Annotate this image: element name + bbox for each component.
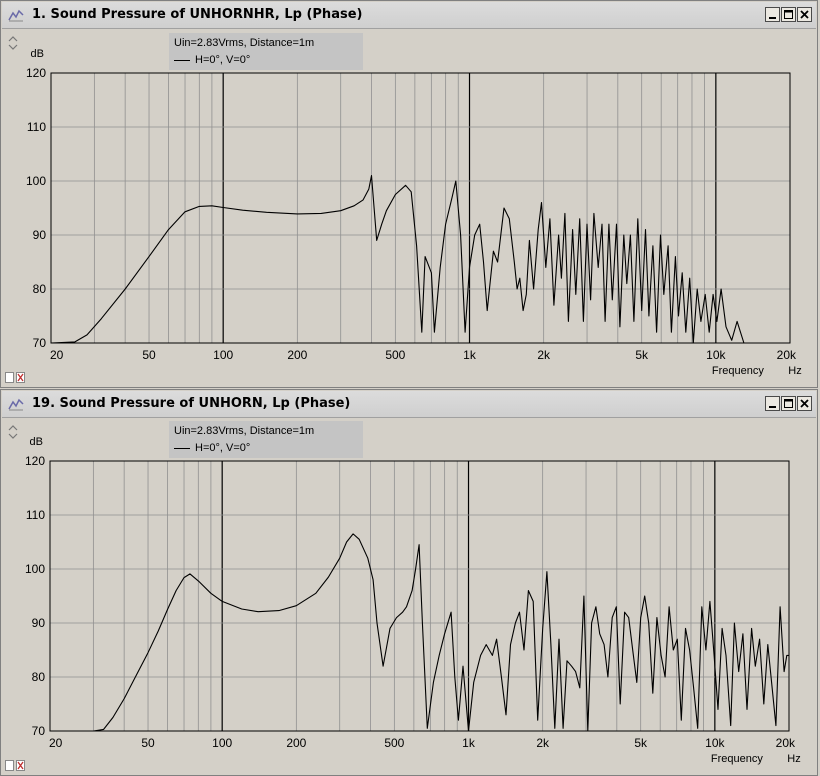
y-tick-label: 120 (26, 66, 46, 80)
chart-window-icon (8, 398, 24, 411)
x-tick-label: 20 (49, 736, 63, 750)
legend-conditions: Uin=2.83Vrms, Distance=1m (174, 37, 315, 49)
plot-area (51, 73, 790, 343)
x-axis-label: Frequency (711, 753, 763, 765)
y-tick-label: 110 (27, 120, 46, 134)
x-axis-label: Frequency (712, 365, 764, 377)
x-tick-label: 100 (213, 348, 233, 362)
plot-frame (49, 460, 790, 732)
y-tick-label: 90 (32, 616, 46, 630)
spl-chart-19[interactable]: 70 80 90 100 110 120 dB 20 50 100 200 500 1k 2k 5k 10k 2… (1, 418, 817, 768)
title-bar[interactable]: 1. Sound Pressure of UNHORNHR, Lp (Phase… (2, 2, 816, 29)
title-bar[interactable]: 19. Sound Pressure of UNHORN, Lp (Phase) (2, 391, 816, 418)
x-tick-label: 100 (212, 736, 232, 750)
minimize-button[interactable] (765, 7, 780, 22)
y-tick-label: 80 (33, 282, 47, 296)
x-tick-label: 500 (384, 736, 404, 750)
x-tick-label: 2k (536, 736, 550, 750)
minimize-button[interactable] (765, 396, 780, 411)
x-tick-label: 20k (777, 348, 797, 362)
legend-box: Uin=2.83Vrms, Distance=1m H=0°, V=0° (169, 33, 363, 70)
x-axis-unit: Hz (787, 753, 800, 765)
spl-curve (50, 533, 789, 732)
spl-curve (50, 175, 790, 344)
x-tick-label: 10k (705, 736, 725, 750)
chart-window-1[interactable]: 1. Sound Pressure of UNHORNHR, Lp (Phase… (0, 0, 818, 388)
corner-icons[interactable] (5, 372, 27, 384)
x-tick-label: 5k (634, 736, 648, 750)
window-title: 19. Sound Pressure of UNHORN, Lp (Phase) (32, 396, 351, 411)
maximize-icon (784, 399, 793, 408)
scroll-arrows-icon[interactable] (7, 424, 19, 440)
window-title: 1. Sound Pressure of UNHORNHR, Lp (Phase… (32, 7, 363, 22)
x-tick-label: 10k (706, 348, 726, 362)
x-tick-label: 200 (286, 736, 306, 750)
legend-line-swatch (174, 447, 190, 449)
x-tick-label: 50 (142, 348, 156, 362)
x-tick-label: 20k (776, 736, 796, 750)
legend-series-label: H=0°, V=0° (195, 442, 251, 454)
x-tick-label: 2k (537, 348, 551, 362)
spl-chart-1[interactable]: 70 80 90 100 110 120 dB 20 50 100 200 500 1k 2k 5k 10k 2… (1, 29, 817, 379)
minimize-icon (769, 17, 776, 19)
y-tick-label: 100 (26, 174, 46, 188)
y-tick-label: 70 (32, 724, 46, 738)
chart-window-19[interactable]: 19. Sound Pressure of UNHORN, Lp (Phase)… (0, 389, 818, 776)
maximize-icon (784, 10, 793, 19)
maximize-button[interactable] (781, 7, 796, 22)
close-icon (800, 399, 809, 408)
y-tick-label: 100 (25, 562, 45, 576)
y-tick-label: 110 (26, 508, 45, 522)
legend-series: H=0°, V=0° (174, 442, 250, 454)
x-tick-label: 50 (141, 736, 155, 750)
x-axis-unit: Hz (788, 365, 801, 377)
x-tick-label: 20 (50, 348, 64, 362)
legend-box: Uin=2.83Vrms, Distance=1m H=0°, V=0° (169, 421, 363, 458)
close-button[interactable] (797, 396, 812, 411)
legend-conditions: Uin=2.83Vrms, Distance=1m (174, 425, 315, 437)
legend-line-swatch (174, 59, 190, 61)
close-icon (800, 10, 809, 19)
y-axis-unit: dB (30, 436, 43, 448)
chart-window-icon (8, 9, 24, 22)
y-axis-unit: dB (31, 48, 44, 60)
corner-icons[interactable] (5, 760, 27, 772)
plot-frame (50, 72, 791, 344)
y-tick-label: 90 (33, 228, 47, 242)
x-tick-label: 1k (463, 348, 477, 362)
y-tick-label: 120 (25, 454, 45, 468)
y-tick-label: 70 (33, 336, 47, 350)
y-tick-label: 80 (32, 670, 46, 684)
legend-series-label: H=0°, V=0° (195, 54, 251, 66)
plot-area (50, 461, 789, 731)
scroll-arrows-icon[interactable] (7, 35, 19, 51)
legend-series: H=0°, V=0° (174, 54, 250, 66)
close-button[interactable] (797, 7, 812, 22)
minimize-icon (769, 406, 776, 408)
x-tick-label: 1k (462, 736, 476, 750)
x-tick-label: 200 (287, 348, 307, 362)
x-tick-label: 5k (635, 348, 649, 362)
maximize-button[interactable] (781, 396, 796, 411)
x-tick-label: 500 (385, 348, 405, 362)
